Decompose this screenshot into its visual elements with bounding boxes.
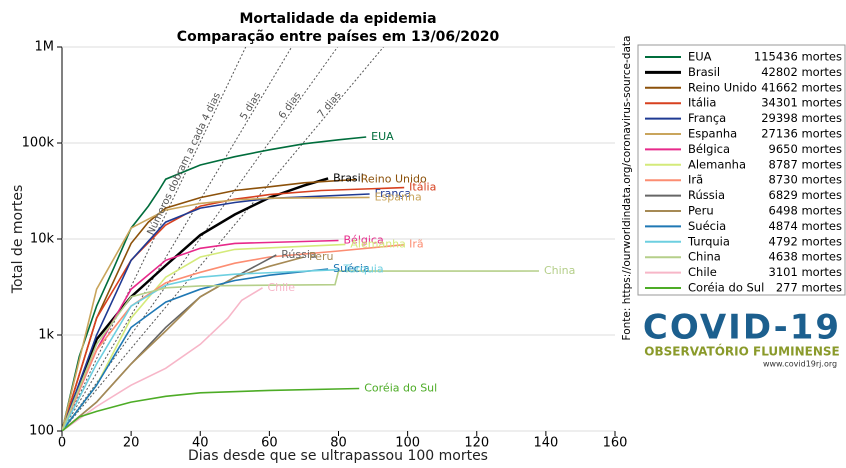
series-end-label: EUA: [371, 130, 394, 143]
series-end-label: França: [375, 187, 412, 200]
x-tick-label: 160: [603, 436, 628, 451]
legend-label: Peru: [688, 204, 714, 218]
doubling-label: 5 dias: [238, 91, 263, 122]
legend-total: 4874 mortes: [769, 219, 842, 233]
legend-label: China: [688, 250, 721, 264]
legend-label: Bélgica: [688, 142, 730, 156]
legend-total: 3101 mortes: [769, 265, 842, 279]
series-end-label: Irã: [409, 238, 424, 251]
series-end-label: Rússia: [281, 248, 316, 261]
legend-total: 27136 mortes: [761, 127, 842, 141]
x-tick-label: 60: [261, 436, 278, 451]
logo-title: COVID-19: [643, 308, 841, 348]
legend-label: Espanha: [688, 127, 737, 141]
chart-title: Mortalidade da epidemia: [239, 11, 436, 27]
doubling-line: [62, 47, 293, 431]
doubling-label: 7 dias: [316, 90, 344, 120]
series-line: [62, 387, 360, 431]
legend-label: Rússia: [688, 188, 725, 202]
series-line: [62, 243, 405, 431]
series-end-label: China: [544, 264, 575, 277]
source-note: Fonte: https://ourworldindata.org/corona…: [621, 36, 633, 341]
series-line: [62, 268, 339, 431]
legend-total: 41662 mortes: [761, 80, 842, 94]
x-tick-label: 20: [123, 436, 140, 451]
y-tick-label: 100: [29, 424, 54, 439]
x-tick-label: 140: [533, 436, 558, 451]
legend-box: [637, 44, 846, 296]
y-tick-label: 1k: [38, 328, 54, 343]
series-end-label: Turquia: [343, 263, 384, 276]
doubling-line: [62, 47, 384, 431]
x-tick-label: 80: [330, 436, 347, 451]
legend-total: 277 mortes: [776, 281, 842, 295]
logo-subtitle: OBSERVATÓRIO FLUMINENSE: [644, 344, 839, 359]
legend-total: 8730 mortes: [769, 173, 842, 187]
y-tick-label: 10k: [30, 232, 55, 247]
series-end-label: Brasil: [333, 171, 364, 184]
series-line: [62, 256, 305, 431]
doubling-line: [62, 47, 338, 431]
legend-total: 9650 mortes: [769, 142, 842, 156]
x-axis-label: Dias desde que se ultrapassou 100 mortes: [188, 448, 488, 464]
legend-label: Chile: [688, 265, 717, 279]
legend-total: 42802 mortes: [761, 65, 842, 79]
series-line: [62, 178, 356, 431]
series-end-label: Suécia: [333, 262, 370, 275]
series-end-label: Bélgica: [344, 233, 384, 246]
chart-subtitle: Comparação entre países em 13/06/2020: [177, 29, 500, 45]
series-end-label: Alemanha: [350, 237, 406, 250]
series-line: [62, 268, 329, 431]
plot-area: [62, 47, 540, 431]
x-tick-label: 40: [192, 436, 209, 451]
series-line: [62, 136, 367, 431]
doubling-line: [62, 47, 247, 431]
legend-total: 34301 mortes: [761, 96, 842, 110]
legend-label: Reino Unido: [688, 80, 757, 94]
series-end-label: Coréia do Sul: [364, 382, 437, 395]
y-tick-label: 100k: [22, 136, 55, 151]
x-tick-label: 100: [395, 436, 420, 451]
legend-label: Alemanha: [688, 157, 746, 171]
y-tick-label: 1M: [35, 40, 55, 55]
y-axis-label: Total de mortes: [10, 185, 26, 294]
doubling-label: 6 dias: [277, 90, 303, 121]
logo-url: www.covid19rj.org: [763, 360, 837, 369]
legend-label: EUA: [688, 50, 712, 64]
legend-label: Brasil: [688, 65, 720, 79]
legend-total: 4638 mortes: [769, 250, 842, 264]
legend-total: 29398 mortes: [761, 111, 842, 125]
x-tick-label: 0: [58, 436, 66, 451]
series-line: [62, 196, 370, 431]
legend-total: 4792 mortes: [769, 234, 842, 248]
legend-label: Coréia do Sul: [688, 281, 764, 295]
series-end-label: Chile: [267, 281, 295, 294]
x-tick-label: 120: [464, 436, 489, 451]
series-end-label: Reino Unido: [361, 173, 427, 186]
series-line: [62, 270, 540, 431]
legend-label: Turquia: [687, 234, 730, 248]
series-line: [62, 186, 405, 431]
legend-label: Suécia: [688, 219, 726, 233]
legend-label: Irã: [688, 173, 703, 187]
series-line: [62, 177, 329, 431]
legend-label: Itália: [688, 96, 716, 110]
series-end-label: Itália: [409, 181, 436, 194]
series-end-label: Peru: [309, 250, 334, 263]
legend-label: França: [688, 111, 726, 125]
series-line: [62, 287, 263, 431]
legend-total: 8787 mortes: [769, 157, 842, 171]
series-end-label: Espanha: [375, 190, 422, 203]
legend-total: 6498 mortes: [769, 204, 842, 218]
legend-total: 115436 mortes: [754, 50, 842, 64]
series-line: [62, 193, 370, 431]
legend-total: 6829 mortes: [769, 188, 842, 202]
